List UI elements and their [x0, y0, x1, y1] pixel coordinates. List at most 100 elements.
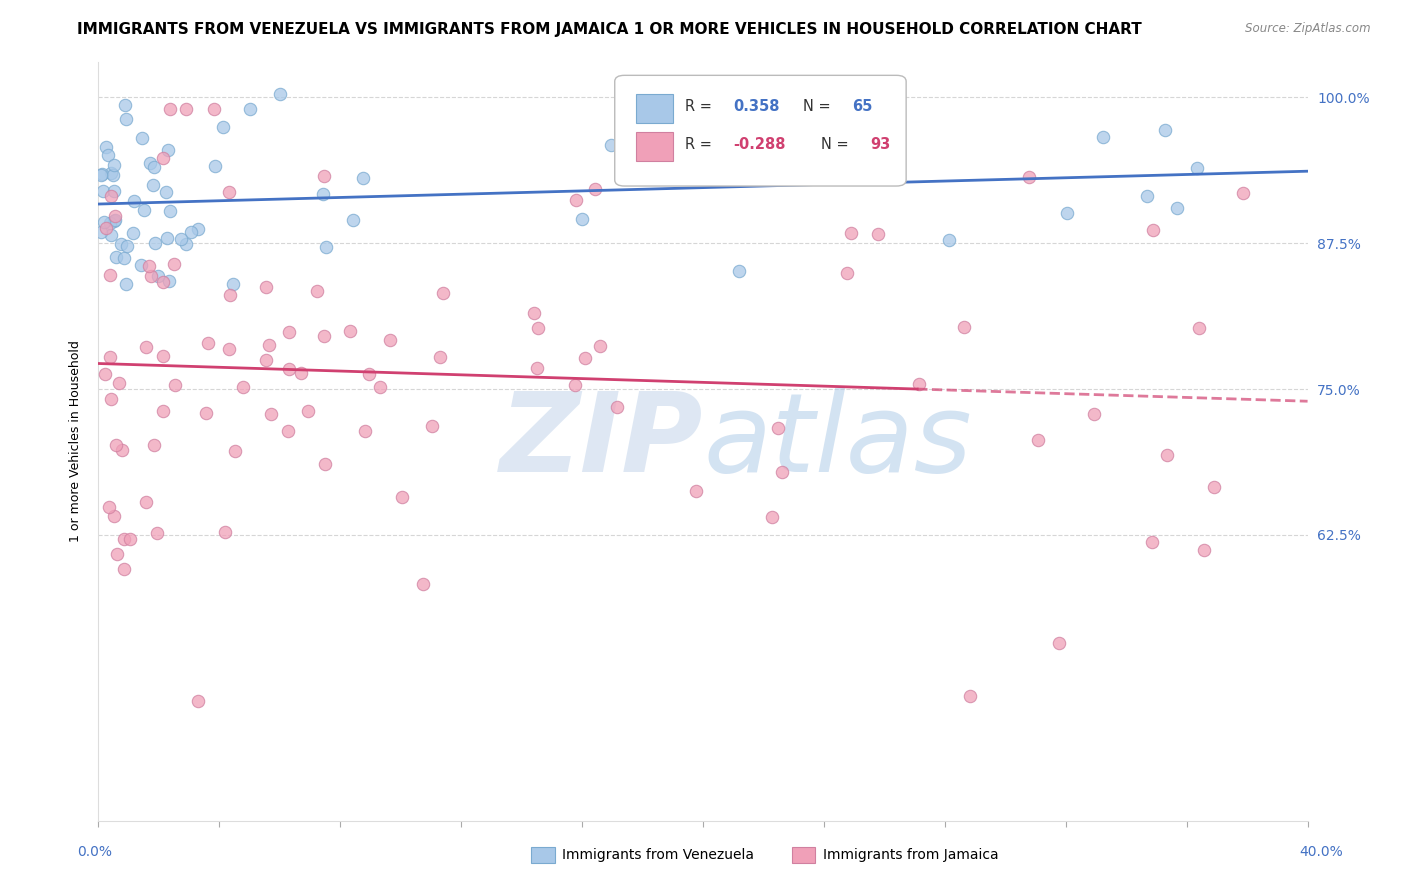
- Point: [778, 165, 800, 179]
- Point: [202, 102, 225, 116]
- Text: Immigrants from Jamaica: Immigrants from Jamaica: [823, 847, 998, 862]
- Text: -0.288: -0.288: [734, 136, 786, 152]
- Point: [368, 379, 391, 393]
- Point: [156, 143, 179, 157]
- Point: [105, 250, 128, 264]
- Point: [239, 102, 262, 116]
- Point: [165, 378, 187, 392]
- Point: [1188, 320, 1211, 334]
- Point: [314, 457, 336, 471]
- Point: [1091, 130, 1114, 145]
- Point: [756, 155, 779, 169]
- Point: [523, 305, 546, 319]
- Point: [103, 508, 125, 523]
- Point: [799, 168, 821, 182]
- Point: [314, 169, 336, 183]
- Point: [257, 338, 280, 352]
- Point: [143, 235, 166, 250]
- Point: [1232, 186, 1254, 201]
- Point: [342, 213, 364, 227]
- Point: [412, 576, 434, 591]
- Point: [571, 212, 593, 227]
- Point: [169, 232, 191, 246]
- Point: [152, 403, 174, 417]
- Point: [96, 139, 118, 153]
- Point: [218, 288, 240, 302]
- Point: [589, 339, 612, 353]
- Point: [157, 274, 180, 288]
- Point: [685, 484, 707, 499]
- Point: [114, 112, 136, 127]
- Point: [232, 380, 254, 394]
- Point: [312, 186, 335, 201]
- Point: [97, 148, 120, 162]
- Point: [391, 490, 413, 504]
- Point: [1026, 433, 1049, 447]
- Point: [148, 268, 170, 283]
- Point: [90, 226, 112, 240]
- Point: [307, 284, 329, 298]
- Point: [98, 500, 121, 515]
- Point: [112, 562, 135, 576]
- Y-axis label: 1 or more Vehicles in Household: 1 or more Vehicles in Household: [69, 341, 83, 542]
- Point: [93, 215, 115, 229]
- Point: [269, 87, 291, 102]
- Point: [122, 226, 145, 240]
- Bar: [637, 132, 672, 161]
- Point: [907, 376, 929, 391]
- Point: [156, 231, 179, 245]
- FancyBboxPatch shape: [614, 75, 905, 186]
- Point: [104, 213, 127, 227]
- Point: [187, 221, 209, 235]
- Point: [100, 228, 122, 243]
- Text: 65: 65: [852, 99, 872, 114]
- Point: [98, 216, 121, 230]
- Point: [110, 236, 132, 251]
- Text: IMMIGRANTS FROM VENEZUELA VS IMMIGRANTS FROM JAMAICA 1 OR MORE VEHICLES IN HOUSE: IMMIGRANTS FROM VENEZUELA VS IMMIGRANTS …: [77, 22, 1142, 37]
- Point: [297, 403, 319, 417]
- Point: [143, 438, 166, 452]
- Point: [94, 367, 117, 381]
- Point: [120, 532, 142, 546]
- Point: [174, 102, 197, 116]
- Point: [142, 178, 165, 193]
- Point: [214, 525, 236, 540]
- Point: [159, 102, 181, 116]
- Point: [222, 277, 245, 291]
- Point: [98, 268, 121, 282]
- Point: [526, 360, 548, 375]
- Point: [353, 424, 375, 438]
- Point: [314, 329, 336, 343]
- Point: [107, 376, 129, 390]
- Point: [422, 418, 444, 433]
- Point: [163, 257, 186, 271]
- Point: [606, 400, 628, 414]
- Point: [100, 392, 122, 406]
- Point: [100, 166, 122, 180]
- Point: [432, 285, 454, 300]
- Point: [278, 325, 301, 339]
- Point: [1142, 223, 1164, 237]
- Point: [139, 156, 162, 170]
- Point: [129, 258, 152, 272]
- Point: [839, 226, 862, 240]
- Point: [1018, 169, 1040, 184]
- Point: [187, 694, 209, 708]
- Point: [105, 547, 128, 561]
- Text: Immigrants from Venezuela: Immigrants from Venezuela: [562, 847, 755, 862]
- Text: 0.0%: 0.0%: [77, 845, 112, 859]
- Point: [938, 234, 960, 248]
- Point: [565, 193, 588, 207]
- Point: [868, 227, 890, 241]
- Text: 93: 93: [870, 136, 890, 152]
- Point: [103, 214, 125, 228]
- Point: [141, 268, 163, 283]
- Point: [91, 168, 114, 182]
- Text: atlas: atlas: [703, 388, 972, 495]
- Point: [90, 168, 112, 182]
- Point: [174, 237, 197, 252]
- Point: [131, 131, 153, 145]
- Point: [761, 509, 783, 524]
- Point: [218, 343, 240, 357]
- Point: [564, 378, 586, 392]
